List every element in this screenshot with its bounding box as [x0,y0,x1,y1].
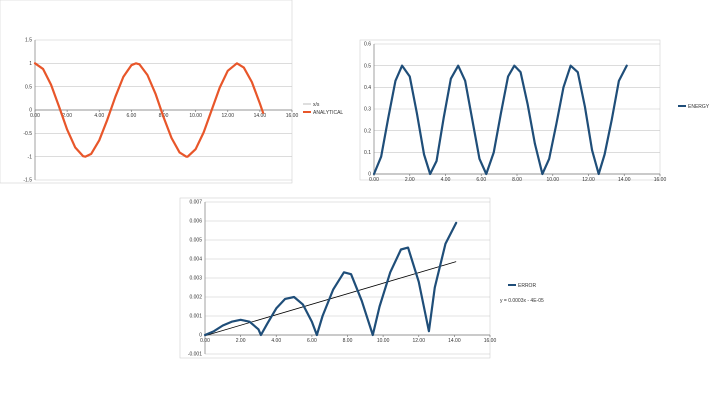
x-tick-label: 2.00 [236,338,246,344]
x-tick-label: 16.00 [286,113,299,119]
legend-label: x/s [313,102,320,108]
y-tick-label: 0.5 [364,63,371,69]
y-tick-label: 0.4 [364,85,371,91]
y-tick-label: 0 [29,108,32,114]
series-line-error [203,221,458,337]
legend-label: ENERGY [688,104,710,110]
chart-frame [359,39,661,181]
y-tick-label: 0.006 [189,219,202,225]
x-tick-label: 14.00 [254,113,267,119]
x-tick-label: 4.00 [271,338,281,344]
y-tick-label: 0.007 [189,200,202,206]
x-tick-label: 6.00 [127,113,137,119]
x-tick-label: 16.00 [484,338,497,344]
x-tick-label: 4.00 [441,177,451,183]
x-tick-label: 12.00 [582,177,595,183]
x-tick-label: 6.00 [307,338,317,344]
chart-frame [0,0,293,184]
x-tick-label: 8.00 [512,177,522,183]
x-tick-label: 0.00 [369,177,379,183]
x-tick-label: 6.00 [476,177,486,183]
trendline-equation: y = 0.0003x - 4E-05 [500,298,544,304]
x-tick-label: 12.00 [221,113,234,119]
y-tick-label: 0.5 [25,84,32,90]
chart-cosine: -1.5-1-0.500.511.50.00 2.00 4.00 6.00 8.00 10… [0,0,343,184]
legend-label: ERROR [518,283,536,289]
x-tick-label: 0.00 [30,113,40,119]
series-line-analytical [33,62,265,158]
y-tick-label: -1 [28,154,33,160]
series-line-energy [372,64,628,176]
chart-error: -0.001 0 0.001 0.002 0.003 0.004 0.005 0.006 0.0… [179,197,544,359]
x-tick-label: 10.00 [546,177,559,183]
x-tick-label: 2.00 [62,113,72,119]
x-tick-label: 10.00 [189,113,202,119]
x-tick-label: 12.00 [412,338,425,344]
y-tick-label: 0 [368,172,371,178]
y-tick-label: 1.5 [25,38,32,44]
x-tick-label: 4.00 [94,113,104,119]
x-tick-label: 14.00 [618,177,631,183]
y-tick-label: 0.002 [189,295,202,301]
x-tick-label: 16.00 [654,177,667,183]
y-tick-label: 0.3 [364,107,371,113]
y-tick-label: 0.004 [189,257,202,263]
x-tick-label: 2.00 [405,177,415,183]
y-tick-label: 0.2 [364,128,371,134]
y-tick-label: -1.5 [23,178,32,184]
y-tick-label: -0.001 [188,352,202,358]
y-tick-label: 0.001 [189,314,202,320]
y-tick-label: 0 [199,333,202,339]
y-tick-label: 0.1 [364,150,371,156]
y-tick-label: 0.003 [189,276,202,282]
x-tick-label: 8.00 [343,338,353,344]
y-tick-label: -0.5 [23,131,32,137]
x-tick-label: 10.00 [377,338,390,344]
x-tick-label: 0.00 [200,338,210,344]
y-tick-label: 1 [29,61,32,67]
x-tick-label: 14.00 [448,338,461,344]
legend-label: ANALYTICAL [313,110,343,116]
y-tick-label: 0.6 [364,42,371,48]
chart-energy: 0 0.1 0.2 0.3 0.4 0.5 0.6 0.00 2.00 4.00 6.00 8.00 1… [359,39,710,183]
y-tick-label: 0.005 [189,238,202,244]
